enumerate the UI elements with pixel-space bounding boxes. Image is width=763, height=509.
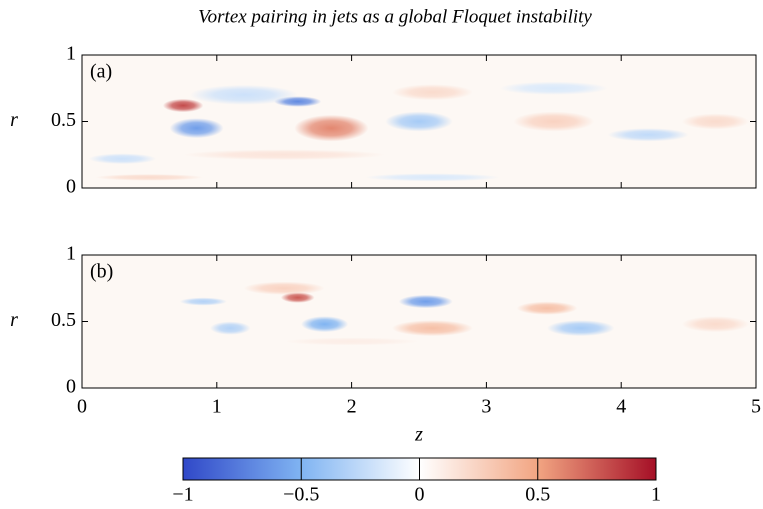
vortex-blob — [681, 113, 750, 130]
panel-label: (a) — [90, 61, 112, 83]
field — [88, 81, 750, 182]
y-tick-label: 0 — [66, 376, 76, 398]
vortex-blob — [243, 281, 325, 295]
vortex-blob — [183, 149, 386, 161]
y-tick-label: 0 — [66, 176, 76, 198]
vortex-blob — [88, 153, 157, 165]
y-tick-label: 0.5 — [51, 109, 76, 131]
vortex-blob — [547, 320, 615, 337]
vortex-blob — [301, 316, 349, 333]
x-tick-label: 3 — [481, 396, 491, 418]
x-axis-label: z — [414, 424, 423, 446]
colorbar-tick-label: −1 — [172, 484, 193, 506]
chart-title: Vortex pairing in jets as a global Floqu… — [198, 6, 592, 27]
vortex-blob — [365, 173, 500, 182]
y-axis-label: r — [10, 109, 18, 131]
vortex-blob — [179, 297, 227, 306]
x-tick-label: 5 — [751, 396, 761, 418]
colorbar-tick-label: 0.5 — [525, 484, 550, 506]
vortex-blob — [607, 128, 689, 142]
vortex-blob — [280, 292, 315, 303]
vortex-blob — [95, 174, 204, 181]
y-axis-label: r — [10, 309, 18, 331]
x-tick-label: 1 — [212, 396, 222, 418]
vortex-blob — [516, 301, 578, 315]
x-tick-label: 0 — [77, 396, 87, 418]
vortex-blob — [284, 337, 419, 346]
vortex-blob — [162, 98, 204, 113]
vortex-blob — [294, 114, 369, 142]
colorbar-tick-label: 0 — [415, 484, 425, 506]
y-tick-label: 0.5 — [51, 309, 76, 331]
y-tick-label: 1 — [66, 243, 76, 265]
vortex-blob — [385, 111, 453, 132]
colorbar-tick-label: 1 — [651, 484, 661, 506]
x-tick-label: 2 — [347, 396, 357, 418]
vortex-blob — [169, 118, 224, 139]
vortex-blob — [398, 294, 453, 309]
vortex-blob — [189, 84, 298, 105]
field — [179, 281, 750, 346]
panel-label: (b) — [90, 261, 113, 283]
vortex-blob — [210, 321, 251, 335]
vortex-blob — [392, 320, 473, 337]
vortex-blob — [681, 316, 750, 333]
x-tick-label: 4 — [616, 396, 626, 418]
vortex-blob — [392, 84, 473, 101]
vortex-blob — [513, 111, 595, 132]
y-tick-label: 1 — [66, 43, 76, 65]
vortex-blob — [499, 81, 608, 95]
colorbar-tick-label: −0.5 — [283, 484, 319, 506]
